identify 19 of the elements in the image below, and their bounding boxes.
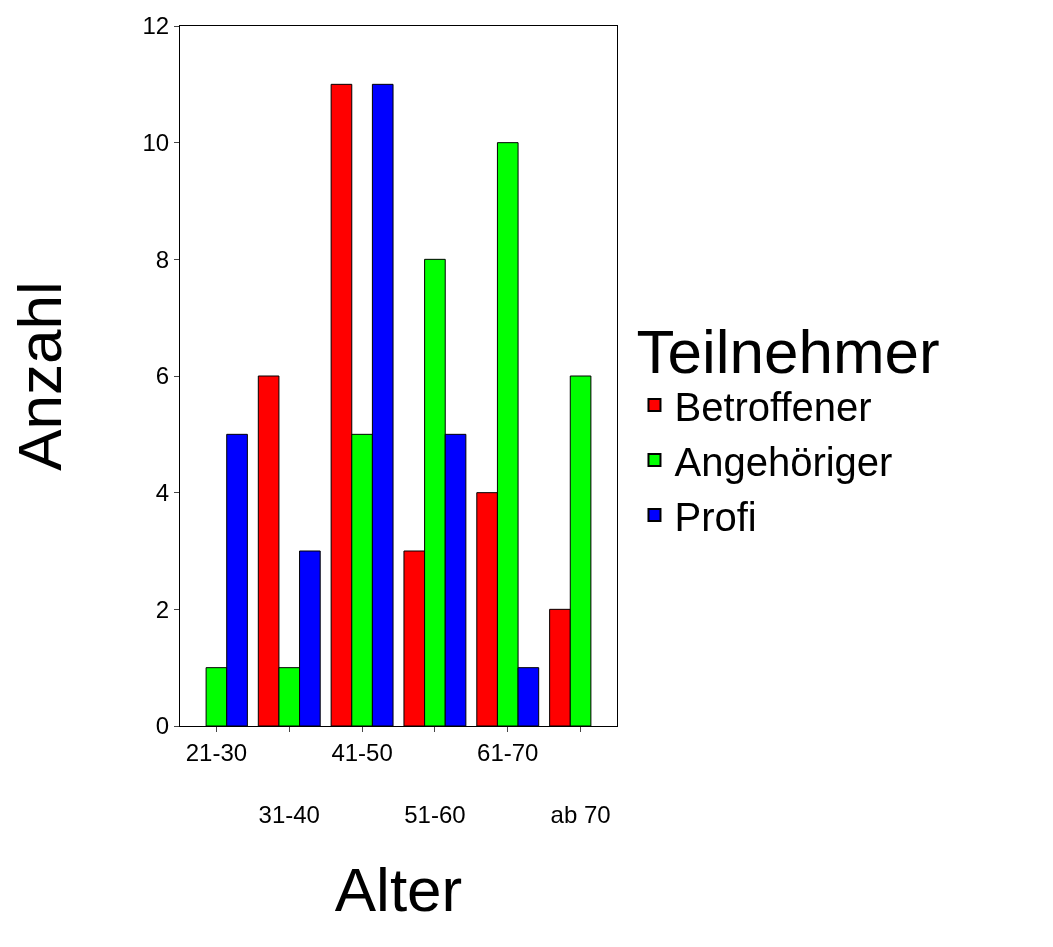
x-tick-label: 61-70	[477, 738, 539, 766]
y-axis-title: Anzahl	[5, 281, 75, 471]
y-tick-label: 12	[142, 12, 170, 40]
legend-label: Angehöriger	[674, 439, 893, 484]
x-tick-label: 51-60	[404, 801, 466, 829]
y-tick-label: 2	[155, 595, 170, 623]
x-tick-label: 31-40	[258, 801, 320, 829]
y-tick-label: 10	[142, 129, 170, 157]
legend-label: Profi	[674, 494, 757, 539]
y-tick-label: 0	[155, 712, 170, 740]
y-tick-label: 8	[155, 245, 170, 273]
x-axis-title: Alter	[334, 855, 463, 925]
legend-label: Betroffener	[674, 384, 872, 429]
legend-title: Teilnehmer	[636, 316, 940, 386]
y-tick-label: 6	[155, 362, 170, 390]
x-tick-label: 41-50	[331, 738, 393, 766]
x-tick-label: 21-30	[185, 738, 248, 766]
x-tick-label: ab 70	[550, 801, 611, 829]
y-tick-label: 4	[155, 479, 170, 507]
